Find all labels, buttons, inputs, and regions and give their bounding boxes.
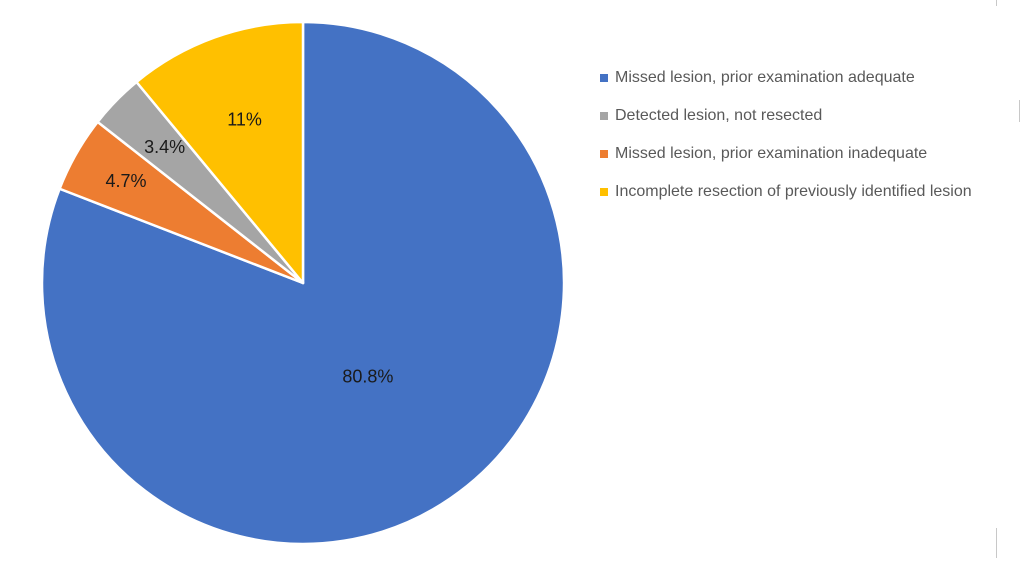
legend-item: Incomplete resection of previously ident… [600,173,1020,211]
edge-divider-middle [1019,100,1020,122]
legend-label: Missed lesion, prior examination adequat… [615,69,915,86]
legend-item: Missed lesion, prior examination adequat… [600,59,1020,97]
legend-item: Detected lesion, not resected [600,97,1020,135]
legend-swatch [600,112,608,120]
legend-swatch [600,74,608,82]
legend-label: Incomplete resection of previously ident… [615,183,972,200]
pie-slice [135,20,305,285]
legend-swatch [600,188,608,196]
pie-slice-data-label: 3.4% [144,137,185,157]
edge-divider-bottom [996,528,997,558]
pie-slice-data-label: 4.7% [106,171,147,191]
legend-item: Missed lesion, prior examination inadequ… [600,135,1020,173]
edge-divider-top [996,0,997,6]
legend-label: Missed lesion, prior examination inadequ… [615,145,928,162]
legend-swatch [600,150,608,158]
legend-label: Detected lesion, not resected [615,107,823,124]
chart-legend: Missed lesion, prior examination adequat… [600,59,1020,211]
pie-slice-data-label: 80.8% [342,366,393,386]
pie-slice-data-label: 11% [227,110,262,130]
